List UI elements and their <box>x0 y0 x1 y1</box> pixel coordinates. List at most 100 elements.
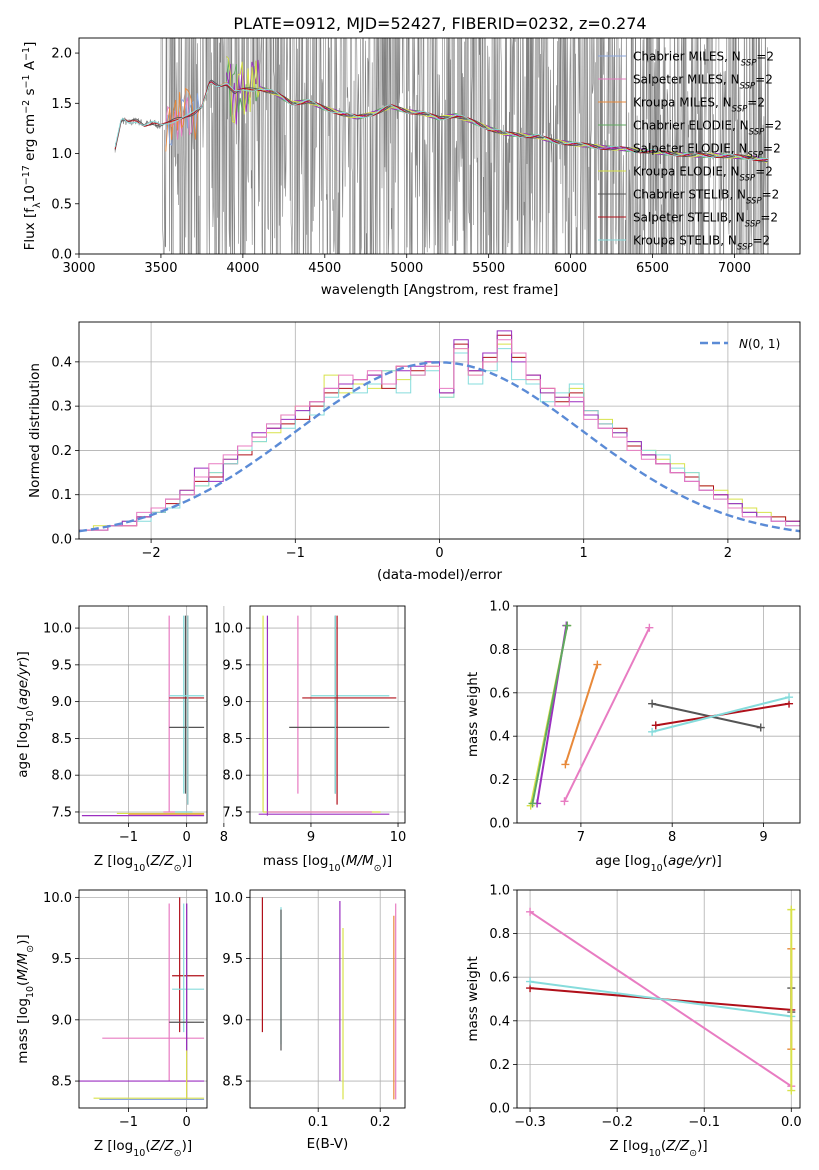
x-tick-label: −0.1 <box>688 1115 720 1130</box>
y-tick-label: 0.4 <box>489 730 510 745</box>
axis-label-part: )] <box>382 853 393 869</box>
axis-label-part: ⊙ <box>374 863 382 874</box>
weight-vs-Z-plot <box>526 905 796 1095</box>
legend-label-sub: SSP <box>740 82 756 92</box>
axis-label-part: )] <box>697 1138 708 1154</box>
weight-marker <box>528 799 537 808</box>
legend-label-eq: =2 <box>755 165 773 179</box>
x-tick-label: 4000 <box>226 261 259 276</box>
x-tick-label: −0.2 <box>601 1115 633 1130</box>
y-tick-label: 0.3 <box>51 400 72 415</box>
legend-label: Salpeter ELODIE, NSSP=2 <box>633 142 781 161</box>
x-tick-label: 0.0 <box>781 1115 802 1130</box>
weight-marker <box>526 977 535 986</box>
y-tick-label: 8.0 <box>51 769 72 784</box>
weight-vs-Z-axes: −0.3 −0.2 −0.1 0.0 0.0 0.2 0.4 0.6 0.8 1.0 <box>489 884 801 1131</box>
axis-label-part: 10 <box>133 1148 145 1159</box>
axis-label-part: ( <box>15 981 31 986</box>
axis-label: age [log10(age/yr)] <box>595 853 721 874</box>
x-tick-label: −1 <box>119 1115 138 1130</box>
axis-label: Z [log10(Z/Z⊙)] <box>94 853 192 874</box>
x-tick-label: 6000 <box>554 261 587 276</box>
legend-label-sub: SSP <box>745 220 761 230</box>
axis-label-part: −2 <box>21 100 32 114</box>
legend-label: Kroupa ELODIE, NSSP=2 <box>633 165 773 184</box>
axis-label-part: ] <box>22 42 38 47</box>
axis-label-part: mass [log <box>263 853 329 869</box>
weight-vs-Z-ylabel: mass weight <box>465 956 481 1041</box>
legend-label: Salpeter STELIB, NSSP=2 <box>633 211 778 230</box>
figure-title: PLATE=0912, MJD=52427, FIBERID=0232, z=0… <box>233 14 646 33</box>
axis-label-part: −1 <box>21 74 32 88</box>
x-tick-label: 8 <box>220 830 228 845</box>
axis-label-part: s <box>22 88 38 99</box>
axis-label: Z [log10(Z/Z⊙)] <box>609 1138 707 1159</box>
mass-vs-Z-ylabel: mass [log10(M/M⊙)] <box>15 934 36 1063</box>
spectrum-xlabel: wavelength [Angstrom, rest frame] <box>321 282 559 298</box>
x-tick-label: 0 <box>182 1115 190 1130</box>
mass-vs-ebv-xlabel: E(B-V) <box>307 1136 349 1152</box>
x-tick-label: 9 <box>759 830 767 845</box>
axis-label-part: ⊙ <box>174 1148 182 1159</box>
legend-label-eq: =2 <box>747 96 765 110</box>
x-tick-label: −0.3 <box>514 1115 546 1130</box>
y-tick-label: 0.8 <box>489 927 510 942</box>
axis-label-part: )] <box>711 853 722 869</box>
weight-line <box>529 980 792 1018</box>
y-tick-label: 1.5 <box>51 97 72 112</box>
x-tick-label: 4500 <box>308 261 341 276</box>
weight-marker <box>787 1086 796 1095</box>
axis-label-part: ( <box>145 853 150 869</box>
y-tick-label: 0.0 <box>489 1102 510 1117</box>
axis-label-part: 10 <box>133 863 145 874</box>
axis-label: Flux [fλ10−17 erg cm−2 s−1 A−1] <box>21 42 43 251</box>
y-tick-label: 0.0 <box>51 533 72 548</box>
axis-label-part: 10 <box>651 863 663 874</box>
legend-label-name: Kroupa STELIB, N <box>633 234 737 248</box>
spectrum-ylabel-group: Flux [fλ10−17 erg cm−2 s−1 A−1] <box>21 42 43 251</box>
axis-label-part: Z [log <box>94 1138 133 1154</box>
x-tick-label: 2 <box>724 546 732 561</box>
x-tick-label: 7000 <box>718 261 751 276</box>
spectrum-plot <box>114 38 770 254</box>
x-tick-label: 9 <box>307 830 315 845</box>
weight-marker <box>787 905 796 914</box>
mass-vs-Z-frame <box>78 889 208 1109</box>
age-vs-Z-frame <box>78 605 208 824</box>
axis-label-part: Z/Z <box>150 1138 175 1154</box>
axis-label-part: Flux [f <box>22 207 38 251</box>
y-tick-label: 8.0 <box>222 769 243 784</box>
y-tick-label: 0.4 <box>489 1014 510 1029</box>
legend-label-eq: =2 <box>763 142 781 156</box>
axis-label-part: −1 <box>21 47 32 61</box>
weight-marker <box>648 699 657 708</box>
legend-label: Chabrier STELIB, NSSP=2 <box>633 188 779 207</box>
axis-label-part: 10 <box>649 1148 661 1159</box>
legend-label: Salpeter MILES, NSSP=2 <box>633 73 773 92</box>
spectrum-model-line <box>114 81 768 161</box>
axis-label-part: 10 <box>328 863 340 874</box>
x-tick-label: 3000 <box>62 261 95 276</box>
axis-label: age [log10(age/yr)] <box>15 651 36 777</box>
x-tick-label: 5500 <box>472 261 505 276</box>
legend-label-name: Kroupa MILES, N <box>633 96 732 110</box>
y-tick-label: 8.5 <box>51 1075 72 1090</box>
legend-label-sub: SSP <box>746 197 762 207</box>
weight-vs-age-frame <box>516 605 801 824</box>
legend-label-sub: SSP <box>749 128 765 138</box>
axis-label: mass [log10(M/M⊙)] <box>15 934 36 1063</box>
axis-label-part: A <box>22 60 38 74</box>
axis-label-part: )] <box>182 853 193 869</box>
histogram-step-line <box>79 348 800 531</box>
y-tick-label: 9.5 <box>222 658 243 673</box>
weight-line <box>651 702 761 729</box>
age-vs-Z-xlabel: Z [log10(Z/Z⊙)] <box>94 853 192 874</box>
x-tick-label: 3500 <box>144 261 177 276</box>
age-vs-Z-plot <box>81 615 205 817</box>
axis-label-part: ( <box>661 1138 666 1154</box>
weight-vs-age-xlabel: age [log10(age/yr)] <box>595 853 721 874</box>
legend-label-sub: SSP <box>740 174 756 184</box>
x-tick-label: 0.2 <box>370 1115 391 1130</box>
legend-label-eq: =2 <box>762 188 780 202</box>
normal-curve <box>79 361 800 533</box>
